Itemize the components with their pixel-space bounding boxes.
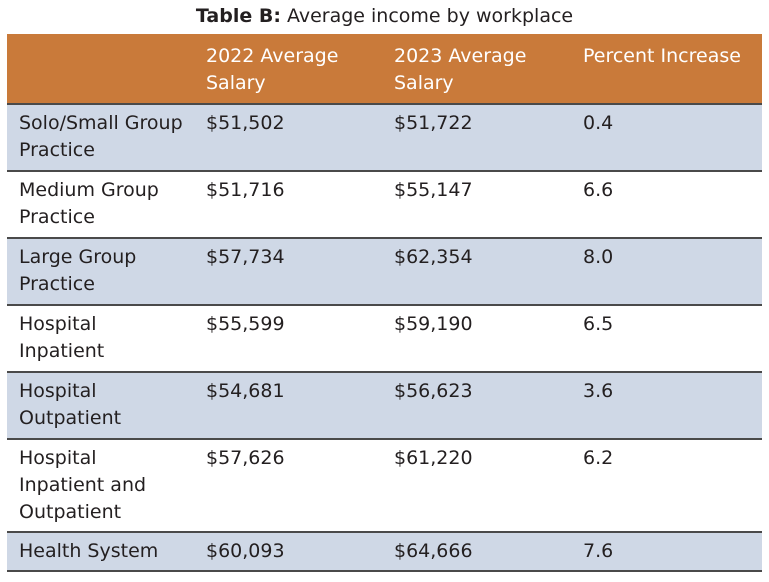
cell-2022: $51,716: [206, 179, 285, 201]
cell-2022: $55,599: [206, 313, 285, 335]
header-2022-salary: 2022 Average Salary: [206, 45, 339, 94]
cell-increase: 8.0: [583, 246, 614, 268]
cell-2022: $57,734: [206, 246, 285, 268]
cell-increase: 6.2: [583, 447, 614, 469]
table-row: Medium Group Practice $51,716 $55,147 6.…: [7, 171, 762, 238]
table-row: Hospital Inpatient $55,599 $59,190 6.5: [7, 305, 762, 372]
cell-increase: 3.6: [583, 380, 614, 402]
cell-2023: $62,354: [394, 246, 473, 268]
cell-2022: $51,502: [206, 112, 285, 134]
table-row: Health System $60,093 $64,666 7.6: [7, 532, 762, 571]
cell-2023: $56,623: [394, 380, 473, 402]
cell-workplace: Solo/Small Group Practice: [19, 112, 183, 161]
cell-increase: 6.5: [583, 313, 614, 335]
header-percent-increase: Percent Increase: [583, 45, 741, 67]
table-row: Solo/Small Group Practice $51,502 $51,72…: [7, 104, 762, 171]
table-row: Hospital Outpatient $54,681 $56,623 3.6: [7, 372, 762, 439]
income-table: 2022 Average Salary 2023 Average Salary …: [7, 34, 762, 572]
cell-2023: $55,147: [394, 179, 473, 201]
cell-2022: $54,681: [206, 380, 285, 402]
table-title-label: Table B:: [195, 5, 281, 27]
cell-workplace: Health System: [19, 540, 159, 562]
cell-increase: 7.6: [583, 540, 614, 562]
cell-2023: $64,666: [394, 540, 473, 562]
table-title-text: Average income by workplace: [280, 5, 574, 27]
cell-increase: 6.6: [583, 179, 614, 201]
cell-workplace: Hospital Inpatient and Outpatient: [19, 447, 147, 523]
cell-workplace: Medium Group Practice: [19, 179, 159, 228]
cell-2023: $59,190: [394, 313, 473, 335]
header-workplace: [7, 34, 194, 104]
table-title: Table B: Average income by workplace: [0, 4, 769, 28]
cell-increase: 0.4: [583, 112, 614, 134]
cell-2023: $51,722: [394, 112, 473, 134]
table-header-row: 2022 Average Salary 2023 Average Salary …: [7, 34, 762, 104]
cell-workplace: Hospital Inpatient: [19, 313, 105, 362]
cell-2022: $60,093: [206, 540, 285, 562]
cell-2022: $57,626: [206, 447, 285, 469]
cell-workplace: Hospital Outpatient: [19, 380, 122, 429]
table-row: Large Group Practice $57,734 $62,354 8.0: [7, 238, 762, 305]
cell-2023: $61,220: [394, 447, 473, 469]
cell-workplace: Large Group Practice: [19, 246, 137, 295]
table-row: Hospital Inpatient and Outpatient $57,62…: [7, 439, 762, 532]
header-2023-salary: 2023 Average Salary: [394, 45, 527, 94]
